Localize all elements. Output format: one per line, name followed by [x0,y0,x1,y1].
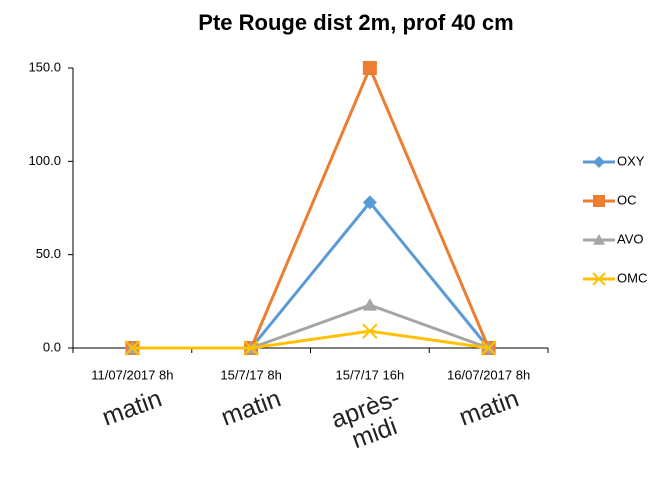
marker [362,195,377,210]
marker [362,298,377,311]
marker [362,61,377,75]
marker [362,323,378,339]
y-tick-label: 0.0 [43,339,61,354]
y-tick-label: 50.0 [36,246,61,261]
legend-label: OMC [617,270,647,285]
line [132,64,491,350]
x-tick-label: 15/7/17 8h [220,367,281,382]
marker [593,195,605,207]
marker [593,156,605,168]
legend-label: AVO [617,231,644,246]
chart-title: Pte Rouge dist 2m, prof 40 cm [198,10,513,35]
line [132,329,489,350]
x-tick-label: 15/7/17 16h [336,367,405,382]
marker [243,340,259,356]
marker [480,340,497,356]
legend-label: OXY [617,153,645,168]
x-tick-label: 16/07/2017 8h [447,367,530,382]
y-tick-label: 100.0 [28,153,61,168]
x-tick-label: 11/07/2017 8h [91,367,173,382]
y-tick-label: 150.0 [28,59,61,74]
legend-label: OC [617,192,637,207]
marker [124,340,141,356]
marker [593,234,605,245]
marker [592,272,606,286]
